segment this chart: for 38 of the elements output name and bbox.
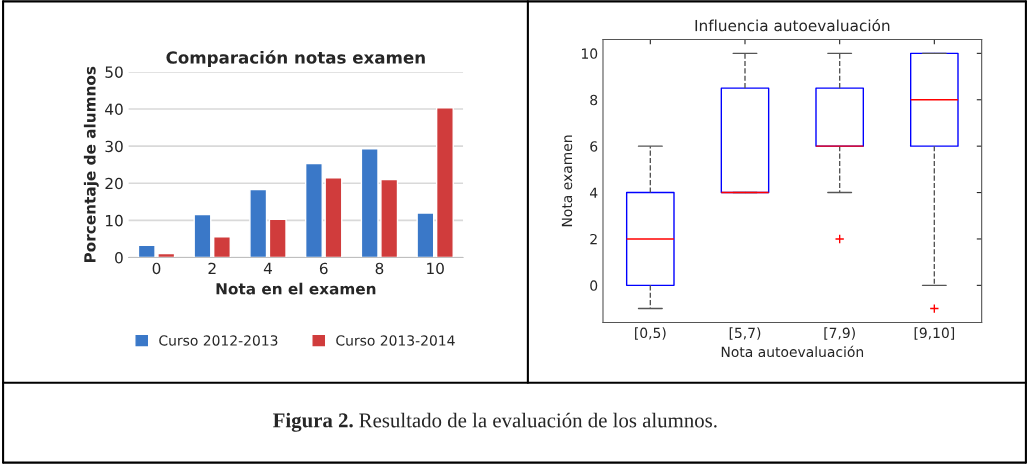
legend-label: Curso 2013-2014 bbox=[336, 335, 455, 346]
y-tick-label: 6 bbox=[590, 141, 598, 152]
bar bbox=[268, 218, 287, 258]
x-tick-label: 6 bbox=[319, 262, 328, 275]
x-tick-label: [5,7) bbox=[729, 327, 761, 340]
y-tick-label: 4 bbox=[589, 187, 598, 198]
chart-title: Influencia autoevaluación bbox=[695, 18, 890, 32]
x-tick-label: 10 bbox=[427, 262, 444, 275]
bar bbox=[212, 236, 231, 258]
bar bbox=[193, 213, 212, 258]
x-axis-title: Nota autoevaluación bbox=[721, 345, 864, 358]
x-tick-label: 2 bbox=[208, 262, 216, 274]
y-tick-label: 30 bbox=[105, 140, 123, 153]
y-tick-label: 2 bbox=[590, 233, 597, 245]
x-tick-label: 8 bbox=[375, 262, 384, 275]
y-axis-title: Nota examen bbox=[561, 135, 573, 227]
x-tick-label: 0 bbox=[152, 262, 161, 275]
chart-title: Comparación notas examen bbox=[166, 50, 425, 68]
x-tick-label: [9,10] bbox=[914, 327, 955, 340]
y-tick-label: 10 bbox=[106, 214, 123, 227]
y-tick-label: 50 bbox=[105, 66, 123, 78]
text: Figura 2. bbox=[273, 412, 353, 432]
y-tick-label: 8 bbox=[590, 94, 598, 106]
y-tick-label: 10 bbox=[581, 48, 598, 59]
y-axis-title: Porcentaje de alumnos bbox=[83, 66, 99, 263]
bar bbox=[249, 188, 268, 258]
x-tick-label: [7,9) bbox=[824, 327, 855, 340]
bar bbox=[435, 107, 454, 258]
y-tick-label: 0 bbox=[590, 280, 598, 291]
y-tick-label: 20 bbox=[105, 177, 123, 190]
x-tick-label: [0,5) bbox=[635, 327, 666, 340]
text: Resultado de la evaluación de los alumnos. bbox=[359, 412, 717, 428]
y-tick-label: 0 bbox=[115, 251, 123, 264]
y-tick-label: 40 bbox=[105, 103, 123, 116]
legend-label: Curso 2012-2013 bbox=[159, 335, 278, 346]
x-tick-label: 4 bbox=[263, 262, 272, 274]
bar bbox=[416, 212, 435, 258]
x-axis-title: Nota en el examen bbox=[216, 282, 376, 295]
